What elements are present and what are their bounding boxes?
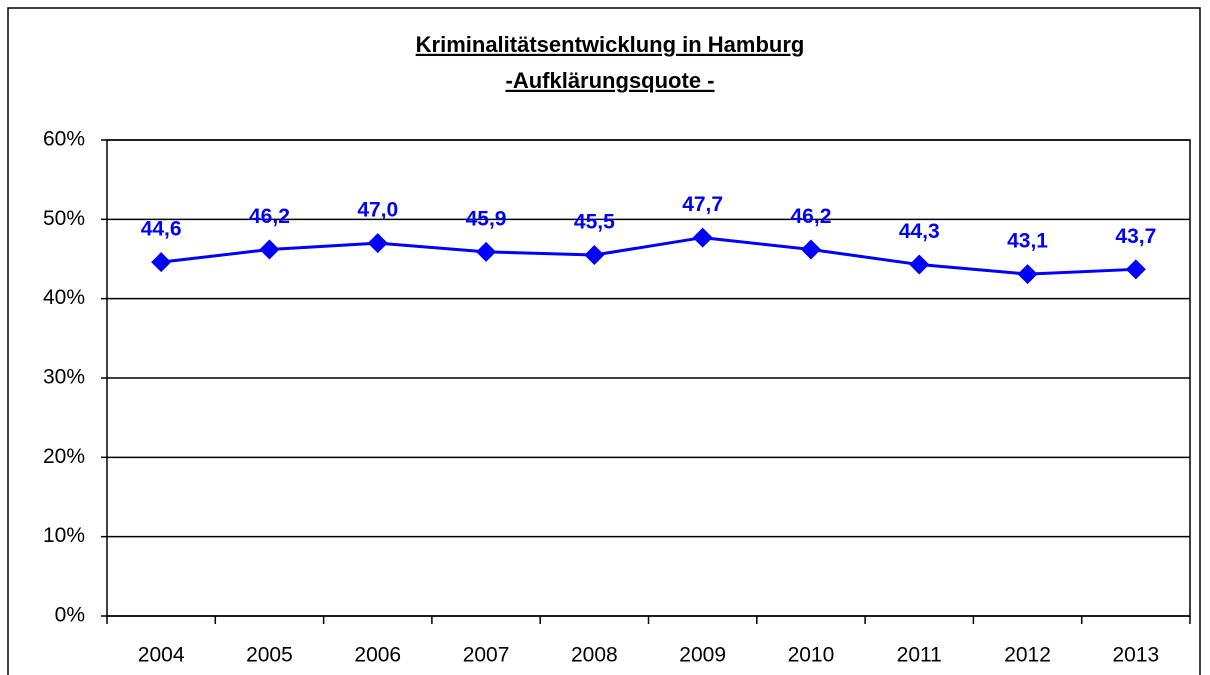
data-point: [584, 245, 605, 266]
x-tick-label: 2007: [463, 644, 510, 667]
data-label: 44,3: [899, 220, 940, 243]
series-line: [160, 236, 1136, 276]
data-label: 45,9: [466, 207, 507, 230]
y-tick-label: 10%: [43, 524, 85, 547]
x-tick-label: 2008: [571, 644, 618, 667]
data-label: 47,7: [682, 193, 723, 216]
x-tick-label: 2011: [897, 644, 942, 667]
data-point: [1017, 264, 1038, 285]
chart-subtitle: -Aufklärungsquote -: [506, 68, 715, 93]
y-tick-label: 50%: [43, 207, 85, 230]
data-point: [800, 239, 821, 260]
data-point: [476, 241, 497, 262]
x-tick-label: 2005: [246, 644, 293, 667]
y-tick-label: 40%: [43, 286, 85, 309]
data-point: [692, 227, 713, 248]
data-point: [259, 239, 280, 260]
data-point: [151, 252, 172, 273]
data-label: 46,2: [249, 205, 290, 228]
data-label: 45,5: [574, 211, 615, 234]
x-tick-label: 2010: [788, 644, 835, 667]
x-tick-label: 2006: [354, 644, 401, 667]
data-point: [367, 233, 388, 254]
x-tick-label: 2009: [679, 644, 726, 667]
y-tick-label: 0%: [55, 604, 85, 627]
y-tick-label: 60%: [43, 128, 85, 151]
x-tick-label: 2012: [1004, 644, 1051, 667]
data-point: [909, 254, 930, 275]
data-label: 43,7: [1115, 225, 1156, 248]
x-tick-label: 2004: [138, 644, 185, 667]
y-tick-label: 30%: [43, 366, 85, 389]
chart-frame: [7, 7, 1201, 675]
y-tick-label: 20%: [43, 445, 85, 468]
data-point: [1125, 259, 1146, 280]
x-tick-label: 2013: [1112, 644, 1159, 667]
chart-title: Kriminalitätsentwicklung in Hamburg: [416, 32, 805, 57]
data-label: 47,0: [357, 199, 398, 222]
data-label: 44,6: [141, 218, 182, 241]
data-label: 46,2: [791, 205, 832, 228]
data-label: 43,1: [1007, 230, 1048, 253]
